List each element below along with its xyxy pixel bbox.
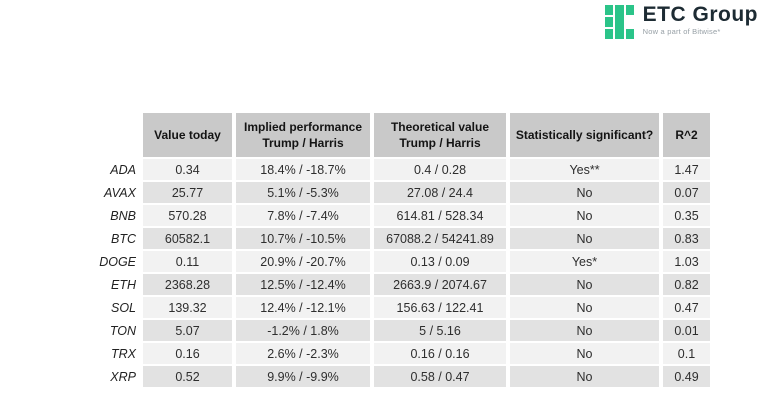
cell-implied: -1.2% / 1.8% (236, 320, 370, 341)
col-header-r-squared: R^2 (663, 113, 710, 157)
logo-block (604, 29, 613, 39)
logo-text: ETC Group Now a part of Bitwise* (643, 3, 758, 36)
asset-label: AVAX (104, 185, 136, 200)
logo-block (614, 5, 624, 39)
cell-value-today: 0.11 (143, 251, 232, 272)
cell-implied: 10.7% / -10.5% (236, 228, 370, 249)
etc-group-logo: ETC Group Now a part of Bitwise* (604, 3, 758, 39)
cell-value-today: 570.28 (143, 205, 232, 226)
cell-r2: 0.49 (663, 366, 710, 387)
cell-theoretical: 67088.2 / 54241.89 (374, 228, 506, 249)
cell-implied: 5.1% / -5.3% (236, 182, 370, 203)
asset-label: TRX (111, 346, 136, 361)
logo-block (604, 5, 613, 15)
col-header-value-today: Value today (143, 113, 232, 157)
logo-brand-name: ETC Group (642, 3, 758, 26)
cell-significant: No (510, 320, 659, 341)
asset-label: BNB (110, 208, 136, 223)
corner-cell (85, 113, 139, 157)
cell-r2: 0.07 (663, 182, 710, 203)
col-header-implied-performance: Implied performance Trump / Harris (236, 113, 370, 157)
table-row: SOL 139.32 12.4% / -12.1% 156.63 / 122.41 No… (85, 297, 710, 318)
cell-r2: 0.82 (663, 274, 710, 295)
cell-significant: No (510, 228, 659, 249)
col-header-statistically-significant: Statistically significant? (510, 113, 659, 157)
cell-implied: 12.5% / -12.4% (236, 274, 370, 295)
cell-value-today: 60582.1 (143, 228, 232, 249)
table-row: TON 5.07 -1.2% / 1.8% 5 / 5.16 No 0.01 (85, 320, 710, 341)
cell-significant: Yes* (510, 251, 659, 272)
table-row: BNB 570.28 7.8% / -7.4% 614.81 / 528.34 No 0.… (85, 205, 710, 226)
cell-r2: 0.35 (663, 205, 710, 226)
cell-r2: 0.47 (663, 297, 710, 318)
asset-label: ADA (110, 162, 136, 177)
cell-theoretical: 614.81 / 528.34 (374, 205, 506, 226)
logo-tagline: Now a part of Bitwise* (642, 27, 721, 37)
cell-theoretical: 0.13 / 0.09 (374, 251, 506, 272)
etc-group-logo-icon (604, 5, 634, 39)
table-row: ETH 2368.28 12.5% / -12.4% 2663.9 / 2074.67… (85, 274, 710, 295)
cell-significant: No (510, 205, 659, 226)
asset-label: XRP (110, 369, 136, 384)
table-row: TRX 0.16 2.6% / -2.3% 0.16 / 0.16 No 0.1 (85, 343, 710, 364)
cell-value-today: 0.52 (143, 366, 232, 387)
table-row: AVAX 25.77 5.1% / -5.3% 27.08 / 24.4 No 0.07 (85, 182, 710, 203)
cell-r2: 0.83 (663, 228, 710, 249)
cell-significant: Yes** (510, 159, 659, 180)
table-row: BTC 60582.1 10.7% / -10.5% 67088.2 / 54241.… (85, 228, 710, 249)
cell-implied: 9.9% / -9.9% (236, 366, 370, 387)
cell-theoretical: 5 / 5.16 (374, 320, 506, 341)
cell-implied: 18.4% / -18.7% (236, 159, 370, 180)
cell-theoretical: 0.58 / 0.47 (374, 366, 506, 387)
asset-label: ETH (111, 277, 136, 292)
cell-value-today: 2368.28 (143, 274, 232, 295)
asset-label: BTC (111, 231, 136, 246)
table-row: ADA 0.34 18.4% / -18.7% 0.4 / 0.28 Yes** 1.47 (85, 159, 710, 180)
cell-value-today: 0.34 (143, 159, 232, 180)
cell-theoretical: 2663.9 / 2074.67 (374, 274, 506, 295)
table-body: ADA 0.34 18.4% / -18.7% 0.4 / 0.28 Yes** 1.47… (85, 159, 710, 387)
cell-r2: 0.01 (663, 320, 710, 341)
table-row: DOGE 0.11 20.9% / -20.7% 0.13 / 0.09 Yes* 1.0… (85, 251, 710, 272)
cell-significant: No (510, 182, 659, 203)
cell-value-today: 0.16 (143, 343, 232, 364)
logo-block (625, 5, 634, 15)
cell-r2: 1.03 (663, 251, 710, 272)
asset-label: TON (109, 323, 136, 338)
cell-significant: No (510, 343, 659, 364)
cell-theoretical: 0.16 / 0.16 (374, 343, 506, 364)
cell-value-today: 5.07 (143, 320, 232, 341)
cell-significant: No (510, 297, 659, 318)
cell-r2: 1.47 (663, 159, 710, 180)
cell-theoretical: 0.4 / 0.28 (374, 159, 506, 180)
asset-label: DOGE (99, 254, 136, 269)
cell-r2: 0.1 (663, 343, 710, 364)
cell-theoretical: 27.08 / 24.4 (374, 182, 506, 203)
asset-label: SOL (110, 300, 136, 315)
cell-implied: 20.9% / -20.7% (236, 251, 370, 272)
cell-implied: 2.6% / -2.3% (236, 343, 370, 364)
logo-block (625, 29, 634, 39)
cell-implied: 7.8% / -7.4% (236, 205, 370, 226)
logo-block (604, 17, 613, 27)
cell-significant: No (510, 274, 659, 295)
table-header: Value today Implied performance Trump / … (85, 113, 710, 157)
cell-theoretical: 156.63 / 122.41 (374, 297, 506, 318)
cell-implied: 12.4% / -12.1% (236, 297, 370, 318)
table-header-row: Value today Implied performance Trump / … (85, 113, 710, 157)
col-header-theoretical-value: Theoretical value Trump / Harris (374, 113, 506, 157)
cell-value-today: 139.32 (143, 297, 232, 318)
table-row: XRP 0.52 9.9% / -9.9% 0.58 / 0.47 No 0.49 (85, 366, 710, 387)
cell-value-today: 25.77 (143, 182, 232, 203)
cell-significant: No (510, 366, 659, 387)
crypto-regression-table: Value today Implied performance Trump / … (81, 111, 714, 389)
